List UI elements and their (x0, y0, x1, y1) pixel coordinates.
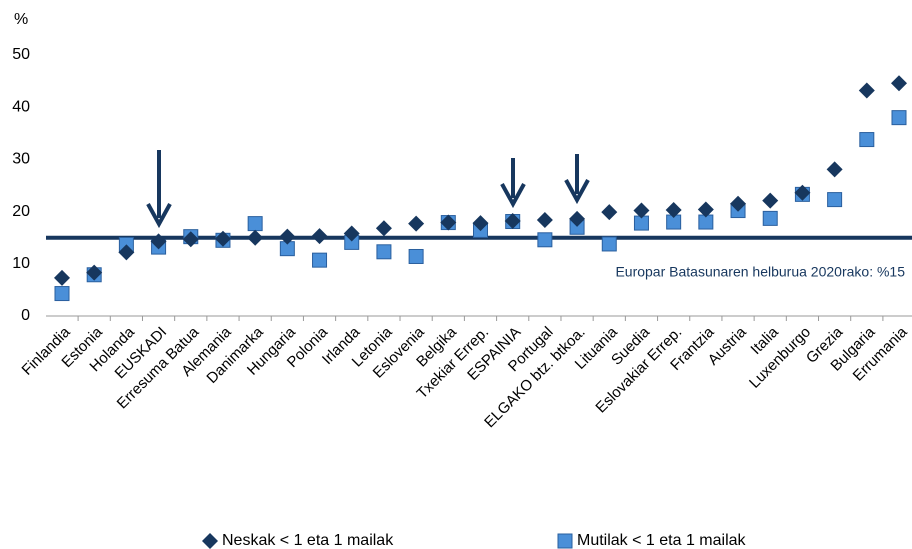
diamond-point (730, 195, 747, 212)
y-tick-label: 10 (12, 255, 30, 272)
diamond-point (891, 75, 907, 92)
diamond-point (118, 244, 135, 261)
diamond-point (86, 264, 103, 281)
square-point (762, 210, 778, 226)
diamond-point (440, 214, 457, 231)
diamond-point (375, 220, 392, 237)
diamond-point (214, 230, 231, 247)
diamond-point (536, 211, 553, 228)
y-tick-label: 30 (12, 151, 30, 168)
diamond-point (665, 202, 682, 219)
diamond-point (569, 210, 586, 227)
diamond-point (150, 233, 167, 250)
legend-label: Neskak < 1 eta 1 mailak (222, 532, 394, 549)
square-point (859, 132, 875, 148)
diamond-point (54, 269, 70, 286)
diamond-point (343, 225, 360, 242)
square-point (537, 232, 553, 248)
square-point (54, 286, 70, 302)
legend-marker (557, 533, 573, 549)
diamond-point (633, 202, 650, 219)
y-tick-label: 50 (12, 46, 30, 63)
diamond-point (762, 192, 779, 209)
diamond-point (408, 215, 425, 232)
diamond-point (601, 204, 618, 221)
square-point (408, 248, 424, 264)
y-axis-label: % (14, 11, 28, 28)
legend-label: Mutilak < 1 eta 1 mailak (577, 532, 747, 549)
legend-marker (202, 533, 218, 549)
square-point (312, 252, 328, 268)
square-point (891, 110, 907, 126)
arrows (146, 150, 590, 229)
diamond-point (279, 228, 296, 245)
y-tick-label: 0 (21, 307, 30, 324)
diamond-point (858, 82, 875, 99)
diamond-point (794, 184, 811, 201)
square-point (247, 216, 263, 232)
reference-label: Europar Batasunaren helburua 2020rako: %… (615, 264, 905, 280)
y-tick-label: 20 (12, 203, 30, 220)
diamond-point (182, 231, 199, 248)
y-tick-label: 40 (12, 98, 30, 115)
diamond-point (311, 228, 328, 245)
diamond-point (247, 229, 264, 246)
square-point (827, 192, 843, 208)
diamond-point (472, 215, 489, 232)
diamond-point (826, 161, 843, 178)
diamond-point (504, 212, 521, 229)
diamond-point (697, 201, 714, 218)
square-point (601, 236, 617, 252)
square-point (376, 244, 392, 260)
